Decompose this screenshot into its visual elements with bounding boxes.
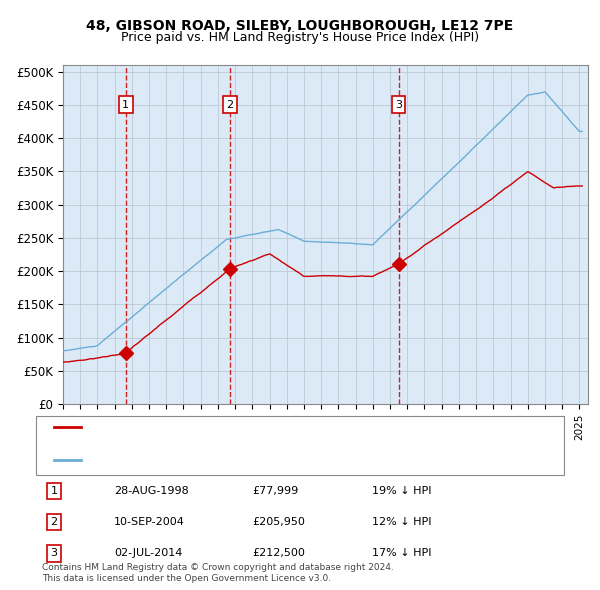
Text: 48, GIBSON ROAD, SILEBY, LOUGHBOROUGH, LE12 7PE (detached house): 48, GIBSON ROAD, SILEBY, LOUGHBOROUGH, L…	[85, 422, 468, 431]
Text: HPI: Average price, detached house, Charnwood: HPI: Average price, detached house, Char…	[85, 455, 337, 465]
Text: 19% ↓ HPI: 19% ↓ HPI	[372, 486, 431, 496]
Text: Contains HM Land Registry data © Crown copyright and database right 2024.: Contains HM Land Registry data © Crown c…	[42, 563, 394, 572]
Text: Price paid vs. HM Land Registry's House Price Index (HPI): Price paid vs. HM Land Registry's House …	[121, 31, 479, 44]
Text: 28-AUG-1998: 28-AUG-1998	[114, 486, 189, 496]
Text: 1: 1	[50, 486, 58, 496]
Text: 12% ↓ HPI: 12% ↓ HPI	[372, 517, 431, 527]
Text: 3: 3	[395, 100, 402, 110]
Text: £77,999: £77,999	[252, 486, 298, 496]
Text: 2: 2	[226, 100, 233, 110]
Text: 48, GIBSON ROAD, SILEBY, LOUGHBOROUGH, LE12 7PE: 48, GIBSON ROAD, SILEBY, LOUGHBOROUGH, L…	[86, 19, 514, 33]
Text: £205,950: £205,950	[252, 517, 305, 527]
Text: 3: 3	[50, 549, 58, 558]
Text: 10-SEP-2004: 10-SEP-2004	[114, 517, 185, 527]
Text: £212,500: £212,500	[252, 549, 305, 558]
Text: 17% ↓ HPI: 17% ↓ HPI	[372, 549, 431, 558]
Text: 02-JUL-2014: 02-JUL-2014	[114, 549, 182, 558]
Text: 1: 1	[122, 100, 130, 110]
Text: This data is licensed under the Open Government Licence v3.0.: This data is licensed under the Open Gov…	[42, 574, 331, 583]
Text: 2: 2	[50, 517, 58, 527]
